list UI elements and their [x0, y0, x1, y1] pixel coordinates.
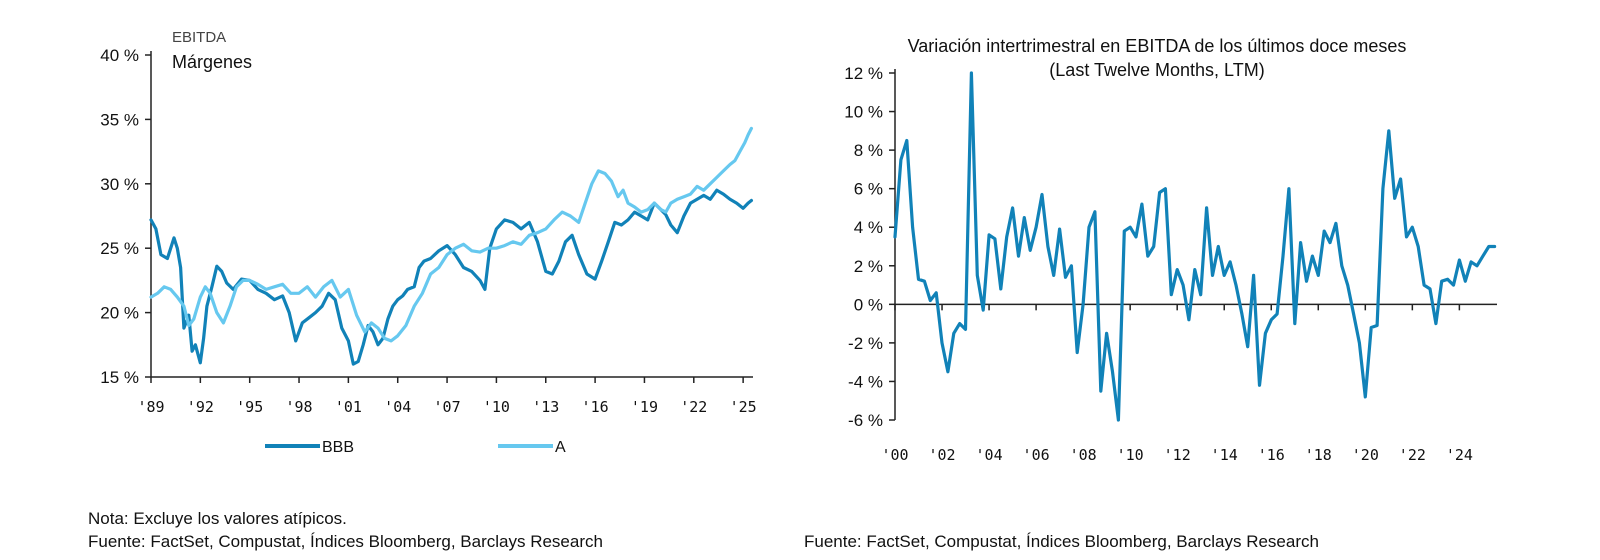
y-tick-label: -4 % — [848, 372, 883, 391]
y-tick-label: 4 % — [854, 218, 883, 237]
left-note: Nota: Excluye los valores atípicos. — [88, 509, 347, 528]
right-chart-title: Variación intertrimestral en EBITDA de l… — [908, 36, 1407, 56]
y-tick-label: 12 % — [844, 64, 883, 83]
left-chart-series — [149, 126, 754, 366]
y-tick-label: 35 % — [100, 110, 139, 129]
x-tick-label: '10 — [483, 398, 510, 416]
legend-label-bbb: BBB — [322, 439, 354, 456]
y-tick-label: 40 % — [100, 46, 139, 65]
x-tick-label: '25 — [730, 398, 757, 416]
x-tick-label: '24 — [1446, 446, 1473, 464]
x-tick-label: '89 — [137, 398, 164, 416]
x-tick-label: '14 — [1211, 446, 1238, 464]
y-tick-label: 2 % — [854, 257, 883, 276]
series-line-ltm-ebitda-q-q — [893, 71, 1497, 422]
x-tick-label: '08 — [1070, 446, 1097, 464]
x-tick-label: '20 — [1352, 446, 1379, 464]
series-line-bbb — [149, 188, 754, 366]
y-tick-label: 10 % — [844, 103, 883, 122]
y-tick-label: 15 % — [100, 368, 139, 387]
right-chart-axes: -6 % -4 % -2 % 0 % 2 % 4 % 6 % 8 % 10 % 12 % '00 '0… — [844, 64, 1497, 464]
y-tick-label: 30 % — [100, 175, 139, 194]
left-chart-subtitle: Márgenes — [172, 52, 252, 72]
right-chart-subtitle: (Last Twelve Months, LTM) — [1049, 60, 1264, 80]
legend-label-a: A — [555, 439, 566, 456]
x-tick-label: '22 — [680, 398, 707, 416]
x-tick-label: '92 — [187, 398, 214, 416]
series-line-a — [149, 126, 754, 343]
left-source: Fuente: FactSet, Compustat, Índices Bloo… — [88, 532, 603, 551]
x-tick-label: '00 — [881, 446, 908, 464]
x-tick-label: '02 — [928, 446, 955, 464]
x-tick-label: '04 — [976, 446, 1003, 464]
x-tick-label: '19 — [631, 398, 658, 416]
x-tick-label: '13 — [532, 398, 559, 416]
x-tick-label: '16 — [1258, 446, 1285, 464]
ebitda-margins-chart: EBITDA Márgenes 15 % 20 % 25 % 30 % 35 % 40 %… — [100, 29, 756, 456]
x-tick-label: '95 — [236, 398, 263, 416]
y-tick-label: 8 % — [854, 141, 883, 160]
y-tick-label: 6 % — [854, 180, 883, 199]
y-tick-label: -2 % — [848, 334, 883, 353]
x-tick-label: '06 — [1023, 446, 1050, 464]
x-tick-label: '98 — [285, 398, 312, 416]
x-tick-label: '22 — [1399, 446, 1426, 464]
x-tick-label: '04 — [384, 398, 411, 416]
left-chart-legend: BBB A — [265, 439, 566, 456]
x-tick-label: '01 — [335, 398, 362, 416]
y-tick-label: 25 % — [100, 239, 139, 258]
x-tick-label: '18 — [1305, 446, 1332, 464]
x-tick-label: '16 — [582, 398, 609, 416]
y-tick-label: -6 % — [848, 411, 883, 430]
x-tick-label: '12 — [1164, 446, 1191, 464]
y-tick-label: 20 % — [100, 304, 139, 323]
y-tick-label: 0 % — [854, 295, 883, 314]
x-tick-label: '07 — [434, 398, 461, 416]
ltm-ebitda-change-chart: Variación intertrimestral en EBITDA de l… — [844, 36, 1497, 464]
right-chart-series — [893, 71, 1497, 422]
x-tick-label: '10 — [1117, 446, 1144, 464]
right-source: Fuente: FactSet, Compustat, Índices Bloo… — [804, 532, 1319, 551]
left-chart-title: EBITDA — [172, 29, 226, 46]
left-chart-axes: 15 % 20 % 25 % 30 % 35 % 40 % '89 '92 '95 '98 '01 '… — [100, 46, 756, 416]
